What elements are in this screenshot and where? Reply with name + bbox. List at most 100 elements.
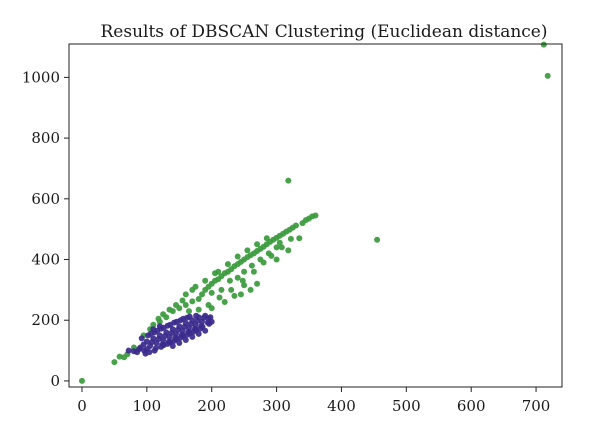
data-point-s0-99 bbox=[374, 236, 381, 243]
data-point-s1-31 bbox=[188, 320, 194, 327]
data-point-s0-68 bbox=[212, 270, 218, 277]
data-point-s1-28 bbox=[168, 330, 175, 336]
data-point-s0-88 bbox=[221, 299, 228, 305]
data-point-s0-86 bbox=[254, 280, 261, 287]
data-point-s0-63 bbox=[263, 235, 270, 242]
data-point-s0-97 bbox=[166, 306, 173, 313]
data-point-s1-85 bbox=[167, 321, 174, 328]
y-tick-label-3: 600 bbox=[31, 190, 60, 208]
data-point-s1-82 bbox=[147, 330, 154, 337]
data-point-s0-64 bbox=[208, 289, 215, 296]
data-point-s0-91 bbox=[186, 308, 192, 315]
data-point-s0-84 bbox=[296, 235, 303, 242]
data-point-s0-74 bbox=[250, 268, 257, 275]
data-point-s1-68 bbox=[207, 314, 214, 321]
data-point-s0-98 bbox=[285, 177, 292, 184]
data-point-s1-61 bbox=[169, 343, 176, 349]
data-point-s0-72 bbox=[228, 286, 235, 293]
x-tick-label-6: 600 bbox=[457, 397, 486, 415]
data-point-s0-73 bbox=[239, 277, 246, 284]
y-axis: 0 200 400 600 800 1000 bbox=[22, 68, 69, 390]
data-point-s0-53 bbox=[241, 268, 248, 275]
data-point-s1-4 bbox=[143, 338, 150, 345]
data-point-s0-50 bbox=[312, 212, 319, 219]
data-point-s1-70 bbox=[152, 345, 159, 352]
data-point-s1-77 bbox=[198, 322, 205, 329]
data-point-s0-77 bbox=[278, 244, 285, 251]
data-point-s0-57 bbox=[273, 244, 280, 251]
x-tick-label-3: 300 bbox=[262, 397, 291, 415]
data-point-s0-83 bbox=[285, 247, 292, 254]
data-point-s1-32 bbox=[194, 317, 201, 324]
data-point-s0-92 bbox=[189, 286, 196, 293]
data-point-s0-60 bbox=[234, 253, 241, 260]
data-point-s0-78 bbox=[287, 235, 294, 242]
data-point-s0-54 bbox=[248, 262, 255, 269]
data-point-s0-87 bbox=[241, 282, 248, 289]
data-point-s0-95 bbox=[155, 315, 162, 322]
data-point-s1-81 bbox=[130, 348, 137, 355]
data-point-s0-15 bbox=[195, 296, 202, 302]
data-point-s0-101 bbox=[544, 72, 551, 79]
data-point-s1-66 bbox=[202, 327, 209, 334]
data-point-s0-94 bbox=[173, 302, 179, 308]
data-point-s1-79 bbox=[141, 347, 148, 354]
data-point-s0-80 bbox=[208, 305, 215, 312]
y-tick-label-2: 400 bbox=[31, 251, 60, 269]
data-point-s1-86 bbox=[173, 318, 180, 325]
x-axis: 0 100 200 300 400 500 600 700 bbox=[77, 387, 550, 415]
data-points bbox=[79, 41, 551, 384]
x-tick-label-4: 400 bbox=[327, 397, 356, 415]
x-tick-label-7: 700 bbox=[522, 397, 551, 415]
data-point-s1-87 bbox=[180, 315, 187, 322]
data-point-s1-78 bbox=[204, 319, 211, 326]
data-point-s0-93 bbox=[179, 297, 186, 304]
data-point-s0-76 bbox=[268, 252, 275, 259]
data-point-s1-65 bbox=[195, 330, 202, 337]
data-point-s1-89 bbox=[193, 312, 200, 319]
data-point-s1-80 bbox=[136, 346, 143, 353]
data-point-s0-16 bbox=[199, 291, 205, 298]
data-point-s1-0 bbox=[125, 347, 132, 354]
data-point-s0-2 bbox=[116, 353, 123, 360]
plot-frame bbox=[68, 43, 563, 388]
data-point-s0-67 bbox=[202, 277, 209, 284]
data-point-s1-30 bbox=[181, 323, 188, 330]
x-tick-label-2: 200 bbox=[197, 397, 226, 415]
y-tick-label-1: 200 bbox=[31, 311, 60, 329]
data-point-s0-82 bbox=[273, 256, 280, 263]
data-point-s0-65 bbox=[218, 286, 225, 293]
data-point-s0-79 bbox=[182, 291, 189, 298]
data-point-s1-25 bbox=[149, 339, 155, 346]
y-tick-label-4: 800 bbox=[31, 129, 60, 147]
data-point-s1-33 bbox=[200, 314, 207, 321]
data-point-s1-88 bbox=[186, 313, 193, 320]
data-point-s1-75 bbox=[185, 328, 192, 335]
data-point-s1-69 bbox=[146, 349, 153, 356]
data-point-s0-96 bbox=[160, 311, 167, 318]
data-point-s0-89 bbox=[231, 292, 238, 299]
data-point-s1-62 bbox=[176, 340, 183, 346]
data-point-s0-8 bbox=[150, 321, 157, 328]
data-point-s1-71 bbox=[159, 341, 166, 348]
data-point-s0-51 bbox=[226, 277, 233, 284]
data-point-s0-71 bbox=[216, 294, 223, 301]
data-point-s1-64 bbox=[189, 333, 196, 340]
y-tick-label-5: 1000 bbox=[22, 68, 60, 86]
data-point-s1-27 bbox=[162, 333, 168, 339]
data-point-s1-84 bbox=[160, 324, 167, 331]
data-point-s0-14 bbox=[189, 298, 196, 305]
data-point-s1-83 bbox=[154, 327, 161, 334]
data-point-s0-90 bbox=[276, 239, 283, 246]
data-point-s0-62 bbox=[254, 241, 261, 248]
data-point-s0-0 bbox=[79, 377, 85, 384]
data-point-s0-75 bbox=[260, 259, 267, 266]
data-point-s0-81 bbox=[237, 291, 244, 298]
data-point-s0-13 bbox=[182, 302, 189, 308]
data-point-s0-85 bbox=[247, 286, 254, 293]
data-point-s1-73 bbox=[172, 334, 179, 341]
data-point-s1-72 bbox=[165, 338, 172, 345]
x-tick-label-1: 100 bbox=[133, 397, 162, 415]
data-point-s1-29 bbox=[175, 326, 181, 333]
data-point-s1-63 bbox=[182, 337, 189, 343]
